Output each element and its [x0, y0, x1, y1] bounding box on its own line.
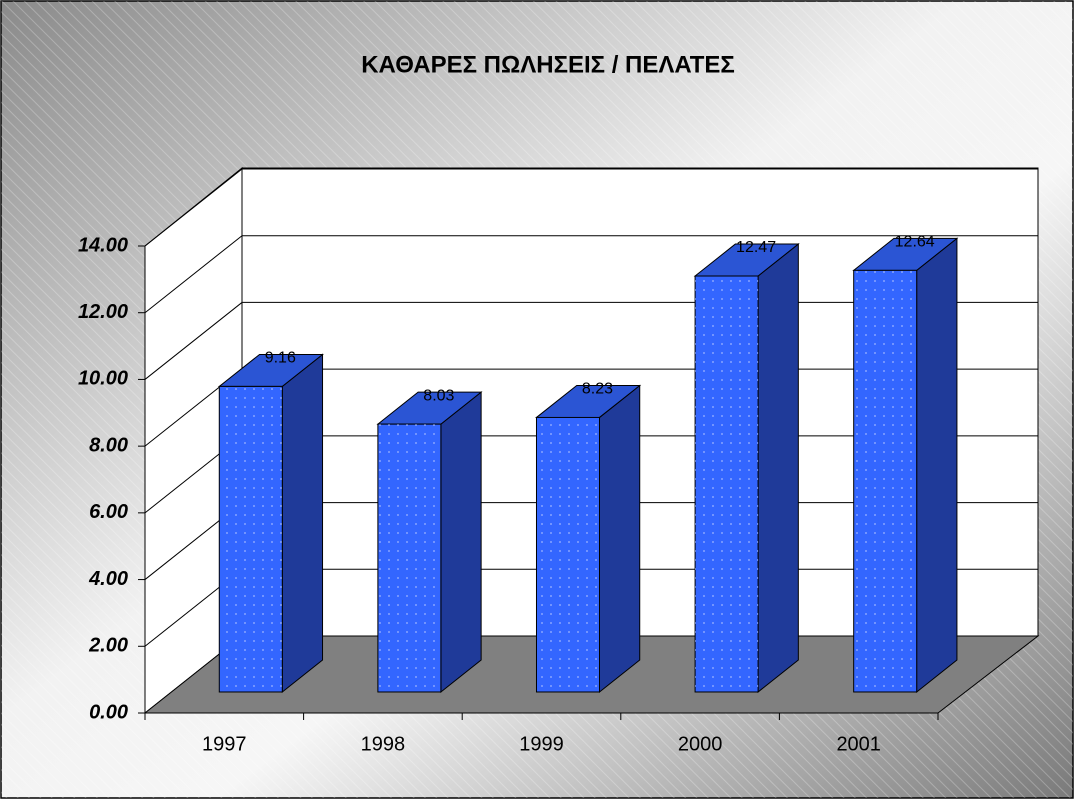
x-tick-label: 1998 [361, 733, 406, 755]
bar-side [598, 384, 641, 694]
y-tick-label: 12.00 [78, 301, 128, 323]
y-tick-label: 8.00 [89, 434, 128, 456]
chart-title: ΚΑΘΑΡΕΣ ΠΩΛΗΣΕΙΣ / ΠΕΛΑΤΕΣ [361, 51, 735, 78]
bar-texture [853, 270, 917, 692]
bar-side [281, 353, 324, 694]
bar-side [916, 237, 958, 694]
value-label: 9.16 [265, 350, 296, 367]
value-label: 8.03 [423, 387, 454, 404]
y-tick-label: 14.00 [78, 234, 128, 256]
y-tick-label: 2.00 [88, 635, 128, 657]
y-tick-label: 4.00 [88, 568, 128, 590]
bar-texture [219, 386, 283, 692]
bar-side [757, 243, 799, 694]
y-tick-label: 6.00 [89, 501, 128, 523]
bar-texture [536, 417, 600, 692]
value-label: 12.64 [895, 234, 935, 251]
grid-line [144, 168, 243, 247]
x-tick-label: 1997 [202, 733, 247, 755]
x-tick-label: 2000 [678, 733, 723, 755]
x-tick-label: 1999 [519, 733, 564, 755]
x-tick-label: 2001 [836, 733, 881, 755]
y-tick-label: 0.00 [89, 701, 128, 723]
grid-line [144, 302, 243, 380]
y-tick-label: 10.00 [78, 368, 128, 390]
value-label: 8.23 [582, 381, 613, 398]
value-label: 12.47 [736, 239, 776, 256]
grid-line [144, 235, 243, 314]
bar-side [440, 391, 482, 694]
bar-texture [377, 424, 441, 692]
bar-texture [695, 276, 759, 692]
